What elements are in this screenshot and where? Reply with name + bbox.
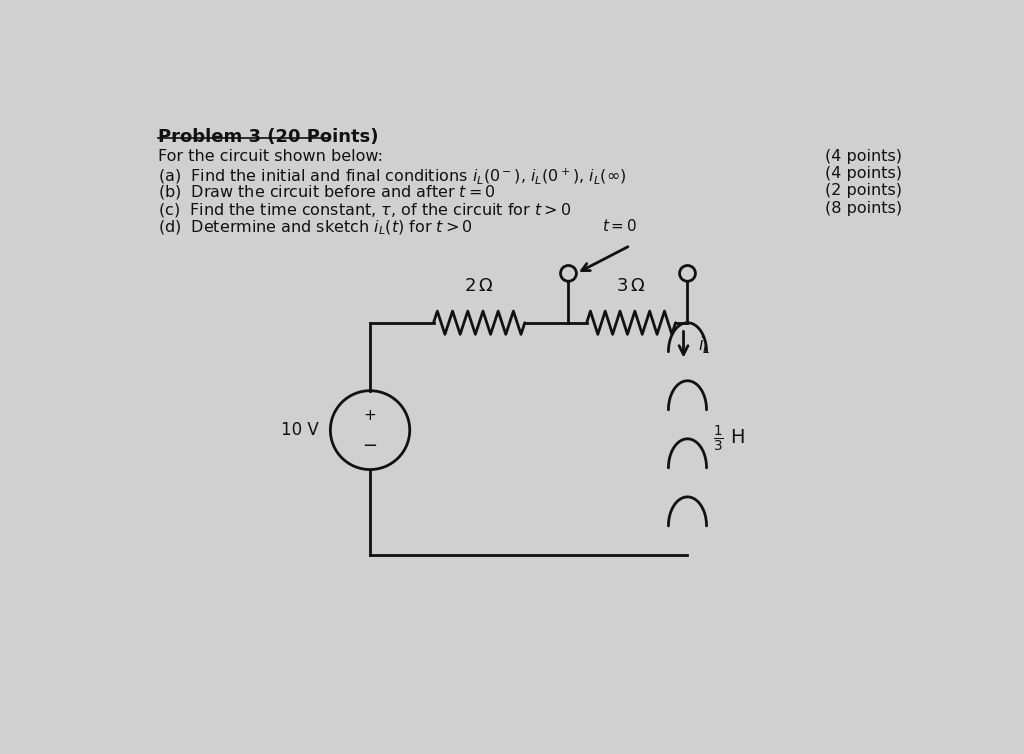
Ellipse shape — [560, 265, 577, 281]
Ellipse shape — [680, 265, 695, 281]
Text: (c)  Find the time constant, $\tau$, of the circuit for $t > 0$: (c) Find the time constant, $\tau$, of t… — [158, 201, 571, 219]
Text: Problem 3 (20 Points): Problem 3 (20 Points) — [158, 128, 379, 146]
Text: $2\,\Omega$: $2\,\Omega$ — [465, 277, 494, 295]
Text: 10 V: 10 V — [281, 421, 318, 439]
Text: (b)  Draw the circuit before and after $t = 0$: (b) Draw the circuit before and after $t… — [158, 183, 496, 201]
Text: −: − — [362, 437, 378, 455]
Text: (d)  Determine and sketch $i_L(t)$ for $t > 0$: (d) Determine and sketch $i_L(t)$ for $t… — [158, 218, 473, 237]
Text: (4 points): (4 points) — [824, 149, 902, 164]
Text: (4 points): (4 points) — [824, 166, 902, 181]
Text: $i_L$: $i_L$ — [697, 334, 711, 355]
Text: (8 points): (8 points) — [824, 201, 902, 216]
Text: $\frac{1}{3}$ H: $\frac{1}{3}$ H — [713, 424, 744, 454]
Text: For the circuit shown below:: For the circuit shown below: — [158, 149, 383, 164]
Text: +: + — [364, 408, 377, 423]
Text: (a)  Find the initial and final conditions $i_L(0^-)$, $i_L(0^+)$, $i_L(\infty)$: (a) Find the initial and final condition… — [158, 166, 627, 185]
Text: $t = 0$: $t = 0$ — [602, 218, 638, 234]
Text: $3\,\Omega$: $3\,\Omega$ — [616, 277, 646, 295]
Text: (2 points): (2 points) — [824, 183, 902, 198]
